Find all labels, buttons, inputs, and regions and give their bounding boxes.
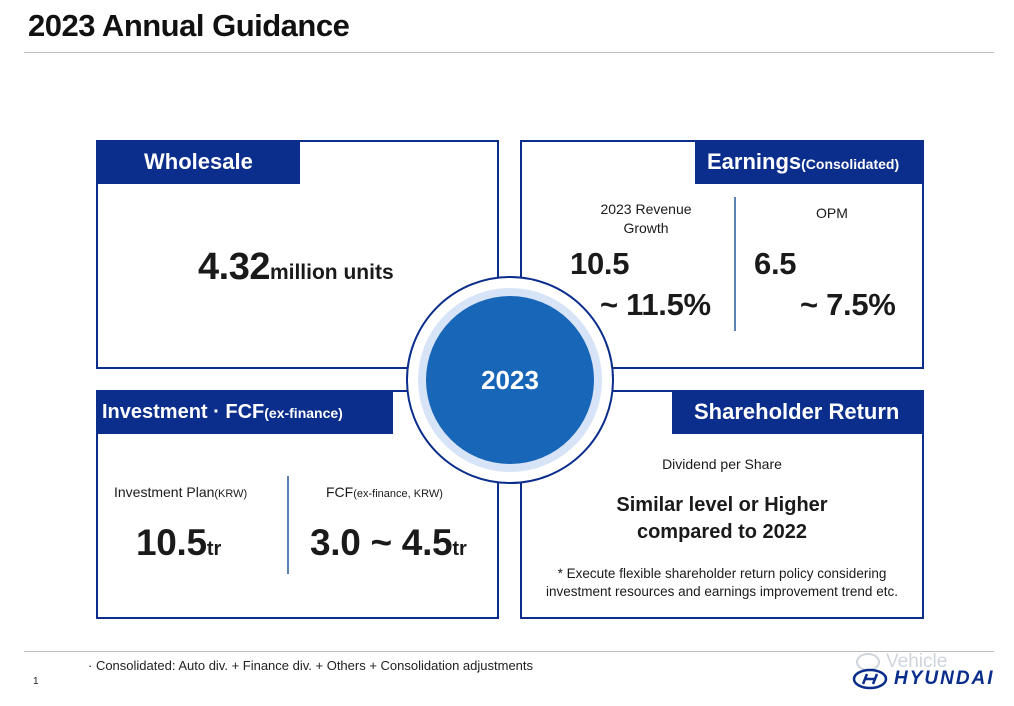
investment-divider [287,476,289,574]
investment-plan-label-text: Investment Plan [114,484,215,500]
footer-divider [24,651,994,652]
opm-high: ~ 7.5% [800,287,896,322]
fcf-label-text: FCF [326,484,354,500]
center-year: 2023 [481,364,539,395]
wholesale-header: Wholesale [96,140,300,184]
page-title: 2023 Annual Guidance [28,8,350,43]
investment-plan-value: 10.5tr [136,522,221,564]
dividend-guidance-line2: compared to 2022 [636,521,808,543]
wholesale-panel: Wholesale 4.32million units [96,140,499,369]
title-divider [24,52,994,53]
investment-plan-label-note: (KRW) [214,488,248,500]
fcf-label: FCF(ex-finance, KRW) [326,484,443,500]
revenue-growth-label: 2023 Revenue Growth [600,201,692,236]
hyundai-logo-text: HYUNDAI [894,668,995,689]
investment-plan-label: Investment Plan(KRW) [114,484,247,500]
earnings-divider [734,197,736,331]
center-year-circle: 2023 [426,296,594,464]
investment-plan-unit: tr [206,538,222,560]
opm-low: 6.5 [754,246,797,281]
investment-plan-number: 10.5 [136,522,207,563]
investment-header: Investment · FCF(ex-finance) [96,390,393,434]
earnings-header-note: (Consolidated) [801,156,900,172]
investment-header-note: (ex-finance) [264,405,343,421]
page-number: 1 [33,676,39,687]
earnings-header-title: Earnings [707,149,802,174]
wholesale-unit: million units [269,261,394,284]
investment-header-title: Investment · FCF [102,401,265,423]
fcf-unit: tr [452,538,467,560]
footnote: · Consolidated: Auto div. + Finance div.… [88,658,534,673]
hyundai-h-icon [852,668,888,690]
earnings-panel: Earnings(Consolidated) 2023 Revenue Grow… [520,140,924,369]
dividend-guidance: Similar level or Higher compared to 2022 [522,492,922,546]
wholesale-value: 4.32million units [198,246,394,289]
revenue-growth-high: ~ 11.5% [600,287,711,322]
opm-label: OPM [816,205,848,221]
watermark-text: Vehicle [886,651,948,672]
fcf-value: 3.0 ~ 4.5tr [310,522,467,564]
wholesale-number: 4.32 [198,246,270,288]
earnings-header: Earnings(Consolidated) [695,140,924,184]
shareholder-panel: Shareholder Return Dividend per Share Si… [520,390,924,619]
fcf-number: 3.0 ~ 4.5 [310,522,453,563]
dividend-guidance-line1: Similar level or Higher [616,494,828,516]
shareholder-note: * Execute flexible shareholder return po… [522,565,922,601]
dividend-label: Dividend per Share [662,456,782,472]
hyundai-logo: HYUNDAI [852,668,995,690]
shareholder-header: Shareholder Return [672,390,924,434]
shareholder-note-line2: investment resources and earnings improv… [546,584,898,599]
fcf-label-note: (ex-finance, KRW) [353,488,443,500]
revenue-growth-low: 10.5 [570,246,630,281]
shareholder-note-line1: * Execute flexible shareholder return po… [557,566,887,581]
